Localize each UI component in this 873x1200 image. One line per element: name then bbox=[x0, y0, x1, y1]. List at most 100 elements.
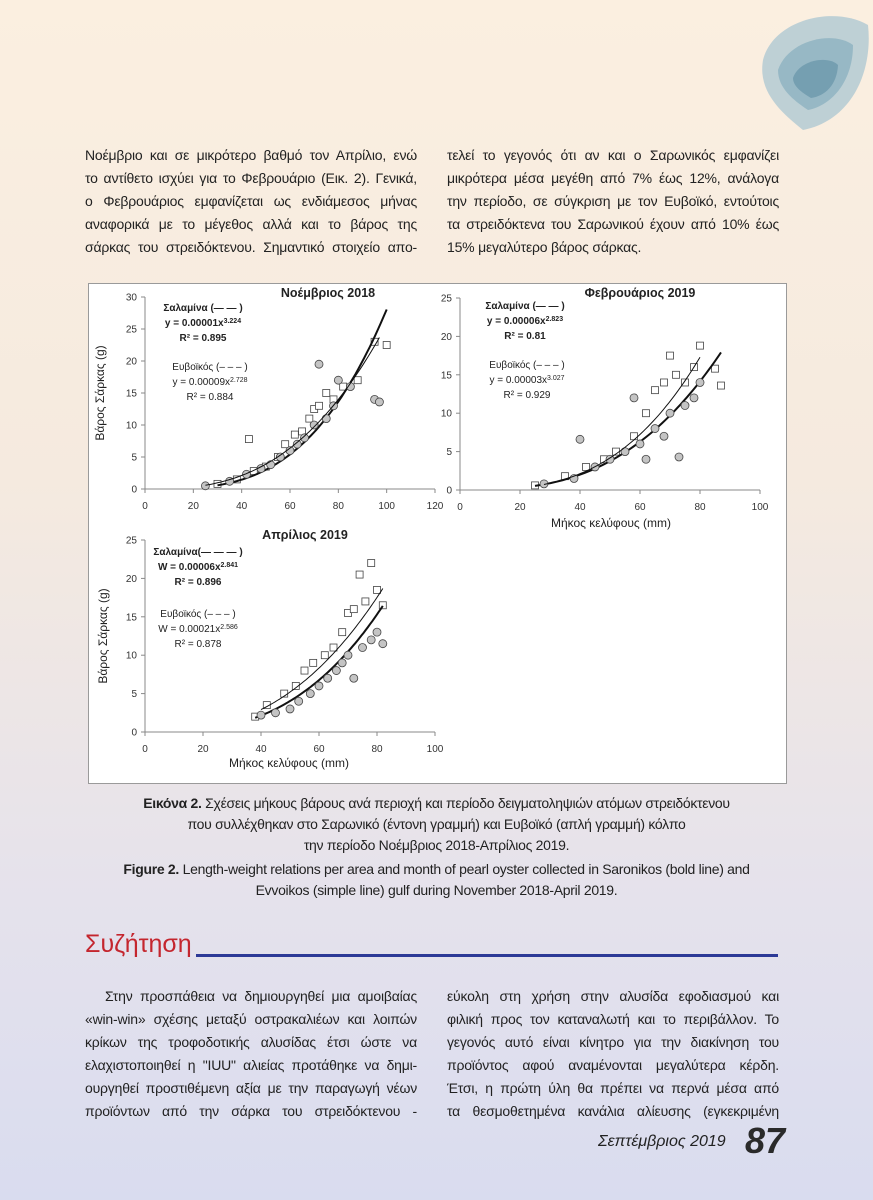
x-tick-label: 0 bbox=[142, 744, 148, 755]
y-tick-label: 20 bbox=[126, 574, 138, 585]
x-tick-label: 80 bbox=[333, 501, 345, 512]
y-tick-label: 15 bbox=[126, 389, 138, 400]
fit-exponent: 2.841 bbox=[221, 562, 239, 569]
y-axis-label: Βάρος Σάρκας (g) bbox=[96, 588, 110, 683]
chart-title: Απρίλιος 2019 bbox=[262, 528, 348, 542]
point bbox=[635, 439, 645, 449]
caption-line: Evvoikos (simple line) gulf during Novem… bbox=[0, 880, 873, 900]
caption-text: που συλλέχθηκαν στο Σαρωνικό (έντονη γρα… bbox=[187, 816, 686, 832]
point bbox=[672, 370, 680, 379]
footer-date: Σεπτέμβριος 2019 bbox=[598, 1133, 726, 1150]
point bbox=[331, 666, 341, 675]
fit-r2: R² = 0.895 bbox=[180, 333, 227, 344]
point bbox=[674, 452, 684, 462]
x-tick-label: 20 bbox=[197, 744, 209, 755]
point bbox=[281, 440, 290, 449]
x-tick-label: 80 bbox=[694, 502, 706, 513]
fit-r2: R² = 0.81 bbox=[504, 331, 546, 342]
fit-r2: R² = 0.929 bbox=[504, 390, 551, 401]
x-tick-label: 120 bbox=[427, 501, 444, 512]
fit-coefficient: 0.00006 bbox=[179, 562, 216, 573]
caption-text: Evvoikos (simple line) gulf during Novem… bbox=[255, 882, 618, 898]
fit-r2-value: 0.81 bbox=[526, 331, 546, 342]
y-tick-label: 20 bbox=[126, 357, 138, 368]
point bbox=[382, 341, 391, 349]
fit-coefficient: 0.00003 bbox=[506, 375, 543, 386]
point bbox=[314, 681, 324, 691]
point bbox=[315, 401, 323, 410]
fit-variable: x bbox=[540, 316, 546, 327]
fit-coefficient: 0.00001 bbox=[182, 318, 219, 329]
point bbox=[665, 408, 675, 418]
fit-exponent: 2.586 bbox=[220, 624, 238, 631]
fit-r2-prefix: R² = bbox=[180, 333, 202, 344]
caption-label: Figure 2. bbox=[123, 861, 180, 877]
point bbox=[378, 639, 388, 649]
fit-name: Ευβοϊκός (– – – ) bbox=[172, 361, 247, 373]
text-line: ουργηθεί προστιθέμενη αξία με την παραγω… bbox=[85, 1080, 417, 1096]
shell-decoration bbox=[762, 16, 869, 131]
x-tick-label: 0 bbox=[142, 501, 148, 512]
fit-equation: W = 0.00021x2.586 bbox=[158, 624, 238, 636]
fit-r2: R² = 0.878 bbox=[175, 639, 222, 650]
point bbox=[358, 643, 367, 652]
text-line: «win-win» σχέσης μεταξύ οστρακαλιέων και… bbox=[85, 1011, 417, 1027]
point bbox=[367, 559, 376, 567]
point bbox=[322, 389, 331, 397]
fit-r2-prefix: R² = bbox=[504, 331, 526, 342]
trend-line bbox=[543, 356, 701, 485]
fit-exponent: 2.728 bbox=[230, 377, 248, 384]
fit-variable: x bbox=[542, 375, 547, 386]
x-tick-label: 100 bbox=[427, 744, 444, 755]
x-axis-label: Μήκος κελύφους (mm) bbox=[229, 756, 349, 770]
point bbox=[353, 376, 362, 385]
text-line: 15% μεγαλύτερο βάρος σάρκας. bbox=[447, 239, 642, 255]
x-tick-label: 40 bbox=[574, 502, 586, 513]
fit-variable: x bbox=[225, 377, 230, 388]
caption-label: Εικόνα 2. bbox=[143, 795, 202, 811]
trend-line bbox=[254, 605, 384, 719]
point bbox=[314, 359, 324, 369]
fit-exponent: 3.027 bbox=[547, 375, 565, 382]
fit-lhs: y = bbox=[165, 318, 182, 329]
x-tick-label: 100 bbox=[378, 501, 395, 512]
point bbox=[681, 378, 689, 387]
fit-lhs: W = bbox=[158, 624, 179, 635]
fit-equation: y = 0.00006x2.823 bbox=[487, 316, 563, 328]
fit-r2-prefix: R² = bbox=[175, 577, 197, 588]
y-tick-label: 0 bbox=[446, 486, 452, 497]
fit-name: Ευβοϊκός (– – – ) bbox=[160, 608, 235, 620]
x-tick-label: 40 bbox=[255, 744, 267, 755]
fit-lhs: y = bbox=[172, 377, 188, 388]
fit-r2-value: 0.929 bbox=[525, 390, 550, 401]
point bbox=[641, 454, 651, 464]
point bbox=[659, 431, 669, 441]
point bbox=[309, 420, 319, 430]
point bbox=[292, 439, 302, 449]
text-line: γεγονός αυτό είναι κίνητρο για την διακί… bbox=[447, 1034, 779, 1050]
y-tick-label: 5 bbox=[131, 689, 137, 700]
fit-equation: y = 0.00003x3.027 bbox=[489, 375, 564, 387]
point bbox=[696, 341, 704, 350]
point bbox=[378, 601, 387, 610]
trend-line bbox=[217, 309, 388, 487]
x-tick-label: 20 bbox=[188, 501, 200, 512]
caption-text: Length-weight relations per area and mon… bbox=[179, 861, 750, 877]
text-line: ελαχιστοποιηθεί η "IUU" αλιείας προτάθηκ… bbox=[85, 1057, 417, 1073]
text-line: σάρκας του στρειδόκτενου. Σημαντικό στοι… bbox=[85, 239, 417, 255]
x-tick-label: 0 bbox=[457, 502, 463, 513]
x-tick-label: 100 bbox=[752, 502, 769, 513]
point bbox=[349, 673, 359, 683]
text-line: Έτσι, η πρώτη ύλη θα πρέπει να περνά μέσ… bbox=[447, 1080, 779, 1096]
point bbox=[309, 658, 318, 667]
fit-r2-prefix: R² = bbox=[175, 639, 197, 650]
point bbox=[285, 704, 295, 714]
fit-equation: W = 0.00006x2.841 bbox=[158, 562, 238, 574]
fit-coefficient: 0.00009 bbox=[189, 377, 226, 388]
chart-title: Φεβρουάριος 2019 bbox=[585, 286, 696, 300]
y-tick-label: 15 bbox=[441, 370, 453, 381]
text-line: τα στρειδόκτενα του Σαρωνικού έχουν από … bbox=[447, 216, 779, 232]
point bbox=[294, 696, 304, 706]
point bbox=[630, 432, 638, 441]
